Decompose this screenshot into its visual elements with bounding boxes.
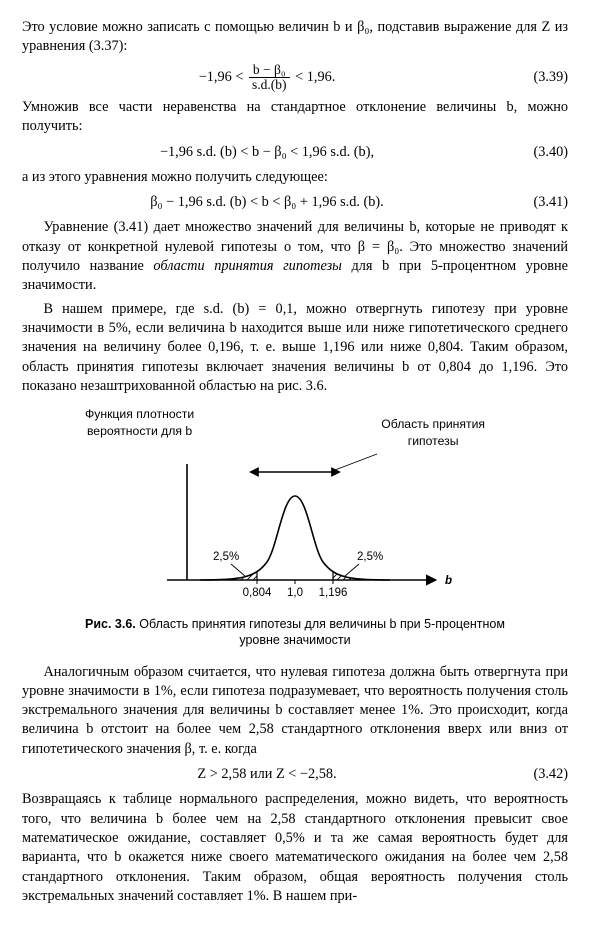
eq41-body: β₀ − 1,96 s.d. (b) < b < β₀ + 1,96 s.d. … [150, 193, 383, 212]
para-multiply: Умножив все части неравенства на стандар… [22, 98, 568, 137]
eq40-number: (3.40) [512, 143, 568, 162]
eq39-lhs: −1,96 < [199, 69, 244, 85]
equation-3-40: −1,96 s.d. (b) < b − β₀ < 1,96 s.d. (b),… [22, 143, 568, 162]
para-one-percent: Аналогичным образом считается, что нулев… [22, 663, 568, 759]
figure-caption-bold: Рис. 3.6. [85, 617, 136, 631]
eq39-rhs: < 1,96. [295, 69, 335, 85]
figure-svg: 2,5% 2,5% 0,804 1,0 1,196 b [105, 452, 485, 610]
figure-label-density: Функция плотности вероятности для b [85, 406, 194, 439]
fig-label-right-line1: Область принятия [381, 417, 485, 431]
fig-tail-left-text: 2,5% [213, 551, 239, 563]
fig-tick-left: 0,804 [243, 587, 272, 599]
eq39-number: (3.39) [512, 68, 568, 87]
para-derive: а из этого уравнения можно получить след… [22, 168, 568, 187]
eq39-frac: b − β₀ s.d.(b) [249, 63, 290, 92]
fig-label-right-line2: гипотезы [408, 434, 459, 448]
eq39-frac-num: b − β₀ [249, 63, 290, 78]
figure-caption: Рис. 3.6. Область принятия гипотезы для … [75, 616, 515, 649]
fig-axis-var: b [445, 575, 452, 587]
eq39-frac-den: s.d.(b) [249, 78, 290, 92]
para-example: В нашем примере, где s.d. (b) = 0,1, мож… [22, 300, 568, 396]
fig-tail-right-text: 2,5% [357, 551, 383, 563]
equation-3-41: β₀ − 1,96 s.d. (b) < b < β₀ + 1,96 s.d. … [22, 193, 568, 212]
p4-italic: области принятия гипотезы [153, 258, 341, 274]
eq42-number: (3.42) [512, 765, 568, 784]
para-normal-table: Возвращаясь к таблице нормального распре… [22, 790, 568, 906]
para-acceptance-region: Уравнение (3.41) дает множество значений… [22, 218, 568, 295]
equation-3-39: −1,96 < b − β₀ s.d.(b) < 1,96. (3.39) [22, 63, 568, 92]
eq40-body: −1,96 s.d. (b) < b − β₀ < 1,96 s.d. (b), [160, 143, 374, 162]
fig-tick-right: 1,196 [319, 587, 348, 599]
figure-3-6: Функция плотности вероятности для b Обла… [22, 406, 568, 649]
para-intro: Это условие можно записать с помощью вел… [22, 18, 568, 57]
fig-tick-mid: 1,0 [287, 587, 303, 599]
equation-3-42: Z > 2,58 или Z < −2,58. (3.42) [22, 765, 568, 784]
fig-label-left-line1: Функция плотности [85, 407, 194, 421]
figure-label-region: Область принятия гипотезы [381, 416, 485, 449]
eq42-body: Z > 2,58 или Z < −2,58. [197, 765, 336, 784]
eq41-number: (3.41) [512, 193, 568, 212]
figure-caption-rest: Область принятия гипотезы для величины b… [136, 617, 505, 647]
fig-label-left-line2: вероятности для b [87, 424, 192, 438]
